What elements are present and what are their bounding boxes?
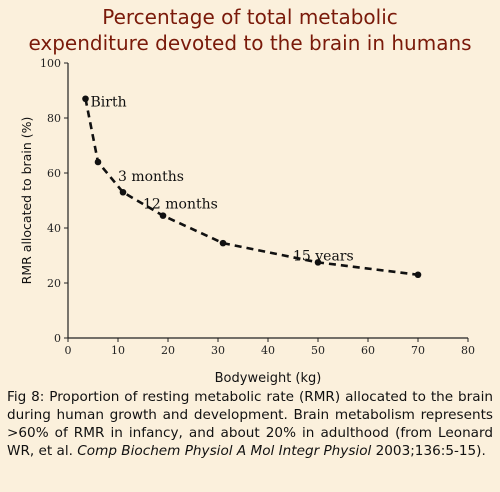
data-point	[119, 188, 127, 196]
x-tick-label: 40	[261, 344, 275, 357]
figure-title: Percentage of total metabolic expenditur…	[0, 4, 500, 56]
data-point	[94, 158, 102, 166]
y-tick-label: 80	[47, 112, 61, 125]
y-axis-label: RMR allocated to brain (%)	[19, 117, 34, 285]
x-tick-label: 10	[111, 344, 125, 357]
y-tick-label: 100	[40, 57, 61, 70]
axes	[64, 62, 469, 342]
x-tick-label: 80	[461, 344, 475, 357]
annotation-label: 3 months	[118, 169, 184, 185]
x-axis-label: Bodyweight (kg)	[215, 371, 322, 386]
annotations: Birth 3 months 12 months 15 years	[91, 95, 354, 265]
series-line	[84, 98, 419, 277]
data-point	[159, 212, 167, 219]
annotation-label: 15 years	[293, 249, 354, 265]
x-tick-label: 30	[211, 344, 225, 357]
caption-citation: 2003;136:5-15).	[371, 443, 486, 459]
data-point	[314, 259, 322, 266]
x-tick-label: 20	[161, 344, 175, 357]
x-tick-label: 0	[65, 344, 72, 357]
data-point	[219, 239, 227, 247]
caption-journal: Comp Biochem Physiol A Mol Integr Physio…	[77, 443, 372, 459]
data-point	[82, 95, 89, 103]
x-tick-label: 70	[411, 344, 425, 357]
y-tick-label: 40	[47, 222, 61, 235]
figure-caption: Fig 8: Proportion of resting metabolic r…	[7, 388, 493, 460]
y-tick-label: 0	[54, 332, 61, 345]
y-tick-label: 60	[47, 167, 61, 180]
caption-text: Fig 8: Proportion of resting metabolic r…	[7, 389, 493, 459]
annotation-label: 12 months	[143, 196, 218, 212]
y-tick-label: 20	[47, 277, 61, 290]
tick-labels: 0 10 20 30 40 50 60 70 80 0 20 40 60 80 100	[40, 57, 475, 357]
x-tick-label: 50	[311, 344, 325, 357]
annotation-label: Birth	[91, 95, 127, 111]
x-tick-label: 60	[361, 344, 375, 357]
series	[82, 95, 422, 279]
title-line-1: Percentage of total metabolic	[102, 5, 398, 29]
data-point	[414, 271, 422, 279]
title-line-2: expenditure devoted to the brain in huma…	[28, 31, 472, 55]
chart: 0 10 20 30 40 50 60 70 80 0 20 40 60 80 100 Bodyweight…	[19, 57, 475, 386]
